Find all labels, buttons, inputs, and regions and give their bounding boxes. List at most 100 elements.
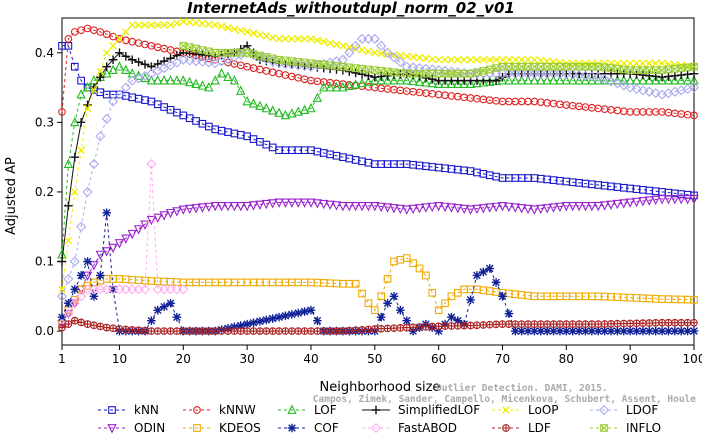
- chart-title: InternetAds_withoutdupl_norm_02_v01: [187, 0, 515, 17]
- data-point-ldf: [594, 320, 603, 328]
- marker-x: [556, 63, 564, 71]
- data-point-lof: [510, 75, 520, 85]
- data-point-odin: [599, 201, 610, 211]
- data-point-kdeos: [364, 299, 373, 308]
- data-point-lof: [70, 116, 80, 127]
- legend-marker: [502, 406, 510, 414]
- data-point-odin: [165, 208, 176, 219]
- data-point-ldf: [670, 318, 679, 327]
- data-point-ldof: [107, 96, 119, 107]
- marker-x: [243, 49, 251, 57]
- legend-item-kdeos: KDEOS: [183, 421, 261, 435]
- data-point-loop: [313, 36, 322, 45]
- data-point-odin: [255, 200, 265, 210]
- data-point-loop: [332, 40, 341, 49]
- marker-x: [422, 69, 430, 78]
- legend-label-ldf: LDF: [528, 421, 551, 434]
- data-point-ldf: [128, 325, 137, 334]
- data-point-ldf: [224, 327, 232, 335]
- data-point-lof: [421, 77, 431, 87]
- data-point-ldf: [460, 321, 469, 330]
- data-point-ldof: [376, 40, 387, 51]
- data-point-odin: [216, 202, 227, 212]
- data-point-odin: [312, 199, 323, 209]
- data-point-cof: [274, 312, 284, 322]
- data-point-ldf: [58, 323, 66, 332]
- data-point-cof: [147, 316, 156, 325]
- marker-x: [198, 46, 207, 54]
- data-point-odin: [191, 204, 201, 214]
- marker-plus: [301, 327, 308, 335]
- data-point-knnw: [690, 111, 698, 120]
- data-point-fastabod: [139, 284, 151, 295]
- data-point-ldf: [109, 324, 117, 333]
- data-point-loop: [134, 21, 143, 29]
- data-point-cof: [70, 285, 80, 294]
- marker-x: [530, 63, 539, 71]
- marker-plus: [352, 326, 359, 334]
- marker-plus: [524, 320, 532, 328]
- data-point-fastabod: [76, 291, 87, 302]
- x-tick-label: 50: [367, 352, 382, 366]
- data-point-knnw: [70, 28, 79, 36]
- legend-label-simplifiedlof: SimplifiedLOF: [398, 403, 480, 417]
- marker-x: [345, 63, 353, 72]
- data-point-odin: [267, 199, 278, 209]
- marker-plus: [397, 324, 404, 332]
- marker-x: [620, 65, 628, 74]
- data-point-inflo: [485, 65, 494, 74]
- data-point-cof: [530, 326, 539, 336]
- data-point-ldof: [197, 56, 208, 67]
- data-point-lof: [299, 104, 310, 115]
- data-point-odin: [606, 200, 616, 210]
- data-point-simplifiedlof: [64, 201, 73, 211]
- marker-x: [281, 56, 290, 65]
- marker-x: [268, 54, 277, 63]
- data-point-lof: [267, 105, 278, 115]
- data-point-inflo: [690, 62, 698, 71]
- data-point-ldf: [351, 326, 360, 335]
- data-point-cof: [287, 310, 297, 319]
- marker-plus: [224, 327, 232, 335]
- data-point-ldf: [530, 320, 539, 328]
- legend-marker: [108, 406, 116, 414]
- data-point-lof: [344, 80, 354, 91]
- data-point-kdeos: [428, 288, 437, 297]
- legend-item-knn: kNN: [98, 403, 159, 417]
- data-point-lof: [561, 75, 572, 85]
- data-point-knnw: [83, 24, 92, 33]
- data-point-ldof: [88, 159, 99, 170]
- data-point-kdeos: [383, 275, 392, 283]
- data-point-ldof: [631, 83, 642, 95]
- marker-plus: [633, 319, 640, 327]
- data-point-odin: [446, 203, 457, 213]
- marker-plus: [454, 322, 462, 330]
- data-point-odin: [491, 202, 501, 213]
- data-point-simplifiedlof: [357, 70, 367, 79]
- data-point-cof: [261, 315, 271, 325]
- data-point-ldf: [64, 320, 73, 328]
- data-point-lof: [427, 77, 437, 88]
- data-point-odin: [459, 204, 469, 215]
- data-point-ldof: [574, 69, 585, 81]
- series-knnw: [58, 24, 698, 120]
- data-point-ldf: [651, 319, 660, 327]
- data-point-cof: [383, 298, 392, 308]
- data-point-odin: [408, 204, 418, 215]
- marker-plus: [365, 326, 372, 333]
- data-point-lof: [319, 82, 329, 92]
- data-point-inflo: [211, 48, 220, 57]
- marker-plus: [135, 326, 142, 334]
- data-point-ldof: [369, 33, 380, 44]
- data-point-lof: [325, 82, 335, 92]
- data-point-ldof: [190, 56, 202, 67]
- data-point-odin: [644, 196, 655, 206]
- marker-plus: [441, 322, 449, 330]
- data-point-ldf: [90, 321, 98, 330]
- marker-x: [332, 62, 341, 70]
- marker-x: [339, 63, 347, 71]
- data-point-odin: [319, 199, 329, 210]
- x-tick-label: 1: [58, 352, 66, 366]
- data-point-inflo: [524, 62, 532, 71]
- data-point-ldf: [262, 327, 271, 335]
